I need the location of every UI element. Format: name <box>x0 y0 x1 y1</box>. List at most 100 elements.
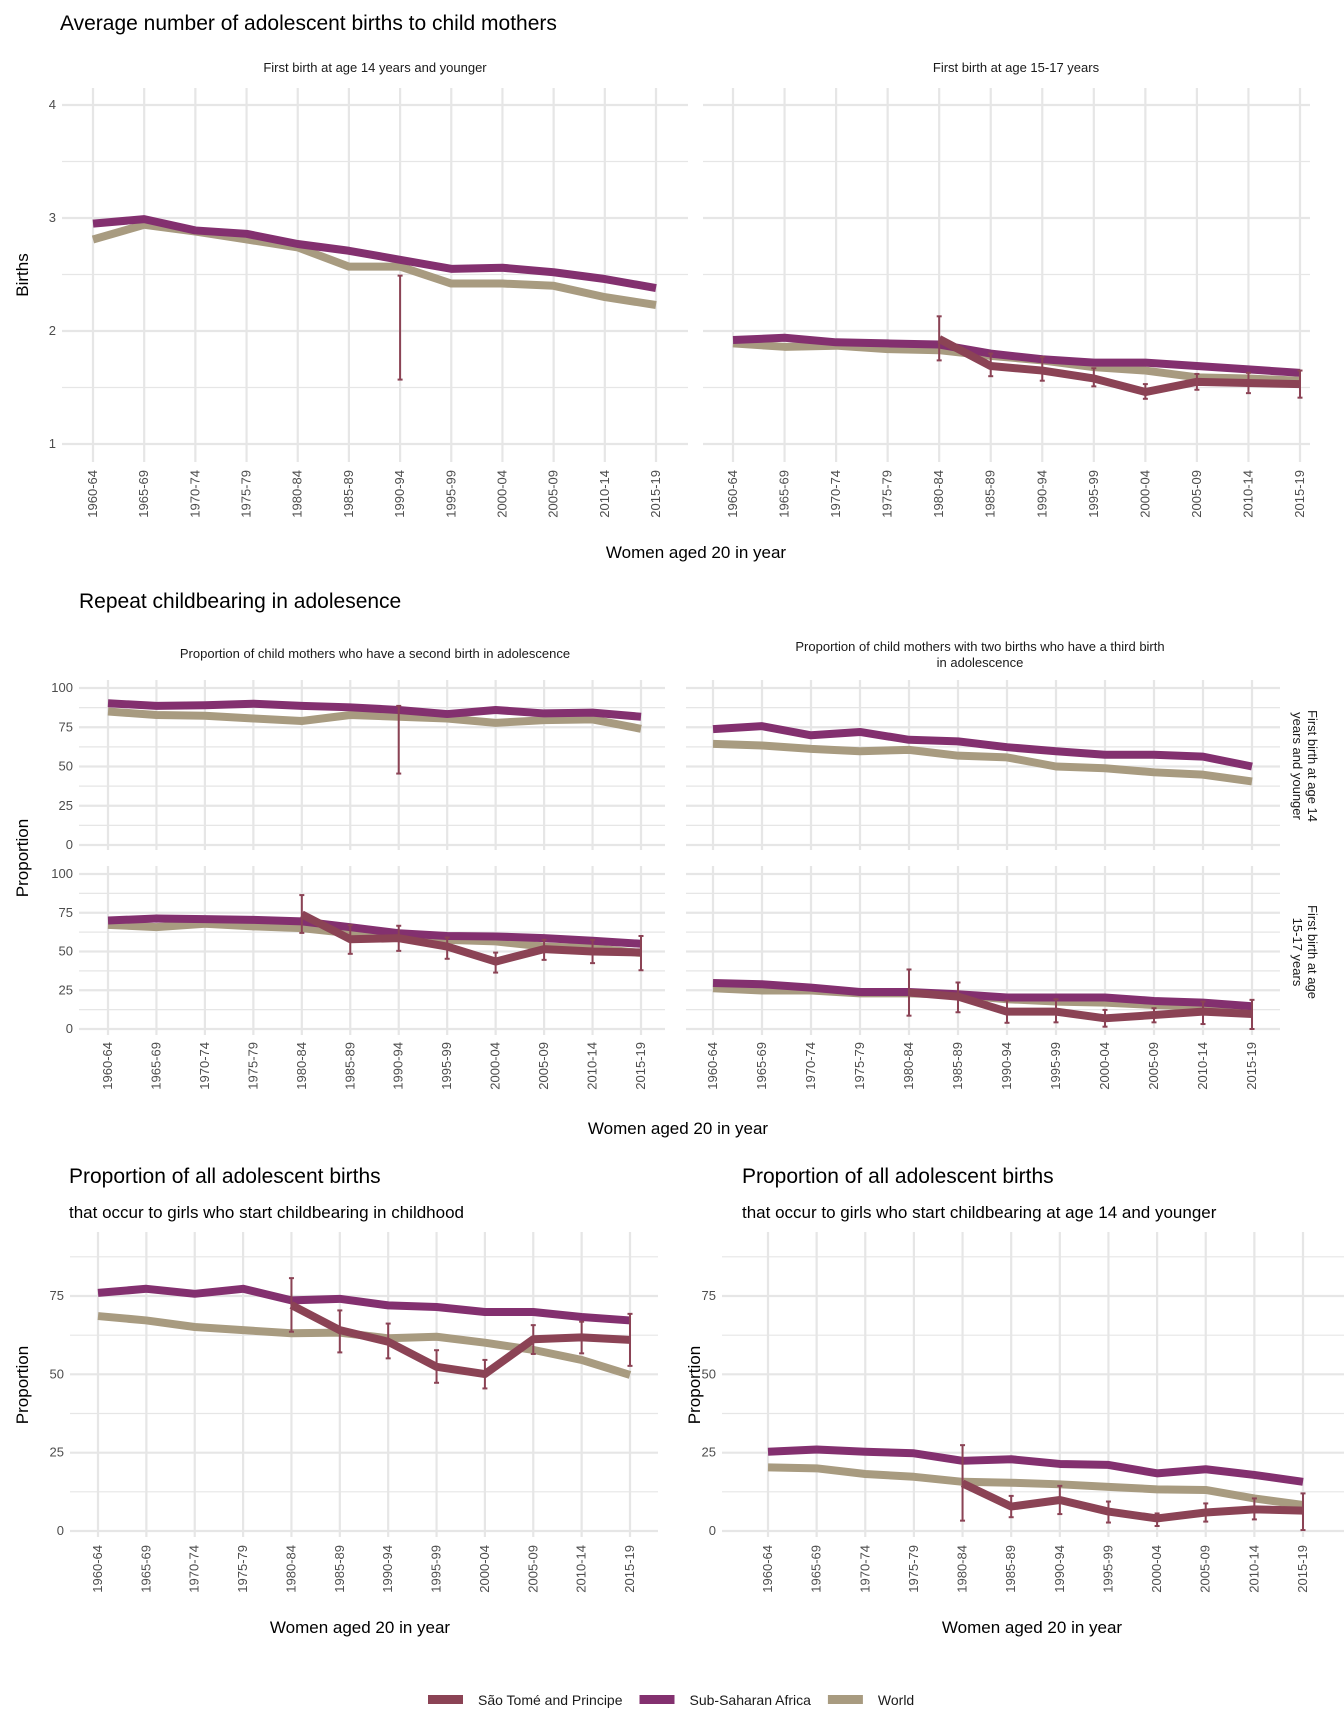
x-tick-label: 1980-84 <box>290 470 305 518</box>
y-tick-label: 0 <box>66 837 73 852</box>
series-line-sao_tome <box>299 910 642 966</box>
x-tick-label: 1975-79 <box>245 1042 260 1090</box>
x-tick-label: 1975-79 <box>235 1545 250 1593</box>
series-line-ssa <box>712 722 1253 771</box>
series-line-ssa <box>712 978 1253 1011</box>
x-tick-label: 1985-89 <box>950 1042 965 1090</box>
x-tick-label: 2005-09 <box>536 1042 551 1090</box>
panel-second-birth-15-17: 0 25 50 75 100 1960-64 1965-69 1970-74 1975-79 19… <box>51 866 665 1090</box>
x-tick-label: 1965-69 <box>136 470 151 518</box>
section-title: Average number of adolescent births to c… <box>60 12 557 35</box>
series-line-world <box>732 339 1301 385</box>
y-tick-label: 0 <box>66 1021 73 1036</box>
y-tick-label: 25 <box>59 982 73 997</box>
chart-subtitle: that occur to girls who start childbeari… <box>742 1203 1217 1222</box>
legend-item: São Tomé and Principe <box>428 1692 623 1708</box>
x-axis-title: Women aged 20 in year <box>942 1618 1123 1637</box>
x-tick-label: 1965-69 <box>754 1042 769 1090</box>
legend-label: Sub-Saharan Africa <box>690 1692 812 1708</box>
y-tick-label: 75 <box>59 905 73 920</box>
legend-swatch-sao_tome <box>428 1695 463 1704</box>
x-tick-label: 1960-64 <box>85 470 100 518</box>
y-tick-label: 75 <box>50 1288 64 1303</box>
facet-title: in adolescence <box>937 655 1024 670</box>
x-tick-label: 2000-04 <box>488 1042 503 1090</box>
x-axis-title: Women aged 20 in year <box>588 1119 769 1138</box>
facet-row-label: 15-17 years <box>1290 918 1305 987</box>
x-tick-label: 2005-09 <box>1146 1042 1161 1090</box>
series-line-ssa <box>97 1284 631 1325</box>
x-tick-label: 1970-74 <box>197 1042 212 1090</box>
series-line-ssa <box>92 215 657 292</box>
x-tick-label: 2010-14 <box>585 1042 600 1090</box>
x-tick-label: 1995-99 <box>443 470 458 518</box>
x-tick-label: 2000-04 <box>1149 1545 1164 1593</box>
legend-label: World <box>878 1692 914 1708</box>
y-tick-label: 0 <box>709 1523 716 1538</box>
y-tick-label: 4 <box>49 97 56 112</box>
x-tick-label: 1970-74 <box>187 1545 202 1593</box>
x-tick-label: 1965-69 <box>148 1042 163 1090</box>
x-tick-label: 2010-14 <box>1240 470 1255 518</box>
x-tick-label: 2010-14 <box>574 1545 589 1593</box>
x-tick-label: 1975-79 <box>239 470 254 518</box>
panel-avg-births-14: 1 2 3 4 1960-64 1965-69 1970-74 1975-79 1980-84 1… <box>49 60 688 518</box>
x-tick-label: 1975-79 <box>906 1545 921 1593</box>
series-line-ssa <box>107 699 642 721</box>
x-tick-label: 1990-94 <box>391 1042 406 1090</box>
x-tick-label: 1985-89 <box>332 1545 347 1593</box>
x-tick-label: 1980-84 <box>931 470 946 518</box>
y-tick-label: 75 <box>702 1288 716 1303</box>
panel-third-birth-14 <box>686 680 1280 850</box>
x-tick-label: 2015-19 <box>633 1042 648 1090</box>
legend-item: World <box>827 1692 914 1708</box>
x-tick-label: 1995-99 <box>439 1042 454 1090</box>
x-tick-label: 1990-94 <box>380 1545 395 1593</box>
x-tick-label: 2005-09 <box>1189 470 1204 518</box>
x-tick-label: 2015-19 <box>648 470 663 518</box>
x-tick-label: 2010-14 <box>1246 1545 1261 1593</box>
facet-title: Proportion of child mothers who have a s… <box>180 646 570 661</box>
x-tick-label: 2000-04 <box>1097 1042 1112 1090</box>
chart-subtitle: that occur to girls who start childbeari… <box>69 1203 464 1222</box>
x-tick-label: 1970-74 <box>857 1545 872 1593</box>
x-tick-label: 2010-14 <box>597 470 612 518</box>
y-tick-label: 100 <box>51 680 73 695</box>
x-axis-title: Women aged 20 in year <box>270 1618 451 1637</box>
series-line-world <box>97 1312 632 1379</box>
panel-second-birth-14: 0 25 50 75 100 Proportion of child mothers wh… <box>51 646 665 852</box>
x-tick-label: 1985-89 <box>341 470 356 518</box>
x-axis-title: Women aged 20 in year <box>606 543 787 562</box>
x-tick-label: 1995-99 <box>429 1545 444 1593</box>
series-line-sao_tome <box>937 335 1301 397</box>
x-tick-label: 1965-69 <box>809 1545 824 1593</box>
x-tick-label: 1960-64 <box>725 470 740 518</box>
y-tick-label: 50 <box>59 759 73 774</box>
x-tick-label: 2005-09 <box>1198 1545 1213 1593</box>
legend-swatch-ssa <box>639 1695 675 1704</box>
x-tick-label: 1995-99 <box>1100 1545 1115 1593</box>
legend-swatch-world <box>827 1695 863 1704</box>
series-line-world <box>107 707 642 733</box>
x-tick-label: 2005-09 <box>546 470 561 518</box>
x-tick-label: 1990-94 <box>392 470 407 518</box>
x-tick-label: 1960-64 <box>90 1545 105 1593</box>
y-axis-title: Proportion <box>13 819 32 897</box>
panel-share-14: 0 25 50 75 1960-64 1965-69 1970-74 1975-79 1980-… <box>702 1232 1344 1593</box>
legend-label: São Tomé and Principe <box>478 1692 623 1708</box>
y-tick-label: 25 <box>59 798 73 813</box>
x-tick-label: 1990-94 <box>1034 470 1049 518</box>
y-axis-title: Proportion <box>13 1346 32 1424</box>
facet-row-label: years and younger <box>1290 712 1305 820</box>
series-line-ssa <box>767 1445 1304 1486</box>
section-title: Repeat childbearing in adolesence <box>79 590 401 613</box>
series-line-sao_tome <box>908 988 1253 1023</box>
y-axis-title: Proportion <box>685 1346 704 1424</box>
x-tick-label: 2010-14 <box>1195 1042 1210 1090</box>
y-tick-label: 50 <box>59 944 73 959</box>
y-tick-label: 50 <box>50 1366 64 1381</box>
x-tick-label: 1975-79 <box>880 470 895 518</box>
series-line-ssa <box>732 333 1301 377</box>
x-tick-label: 1965-69 <box>777 470 792 518</box>
